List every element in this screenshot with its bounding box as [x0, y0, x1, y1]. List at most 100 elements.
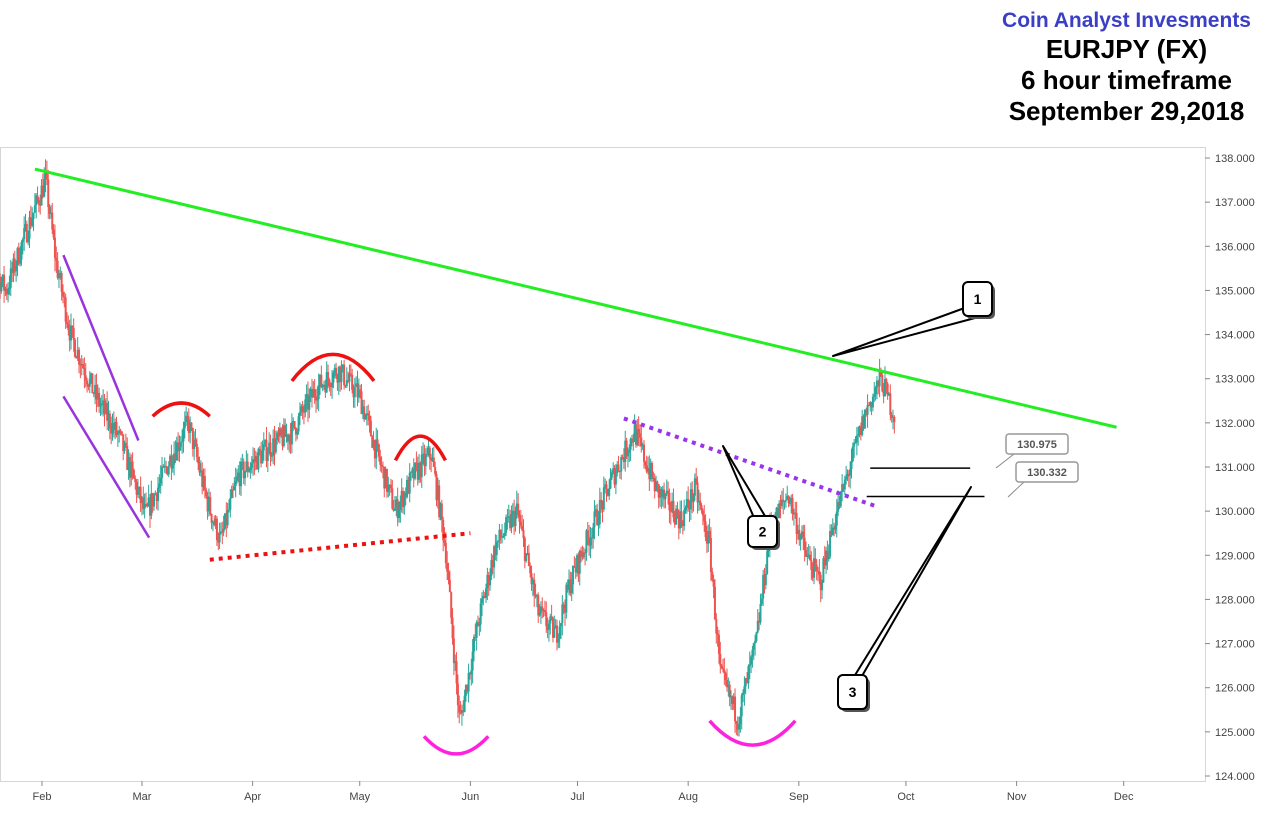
candle-body	[389, 484, 392, 489]
candle-body	[140, 497, 143, 504]
candle	[100, 395, 103, 415]
candle-body	[637, 429, 640, 434]
candle	[83, 357, 86, 389]
candle	[543, 600, 546, 616]
candle	[68, 319, 71, 352]
candle	[539, 601, 542, 624]
candle-body	[314, 396, 317, 401]
candle	[11, 261, 14, 282]
price-tag-label: 130.332	[1027, 467, 1067, 479]
candle-body	[517, 503, 520, 516]
candle	[221, 521, 224, 545]
candle	[553, 615, 556, 639]
callout-number: 1	[974, 291, 982, 307]
candle-body	[240, 461, 243, 487]
candle-body	[843, 479, 846, 490]
candle-body	[207, 497, 210, 512]
candle-body	[501, 536, 504, 538]
candle-body	[804, 549, 807, 557]
candle	[167, 461, 170, 478]
candle	[629, 437, 632, 461]
candle	[242, 458, 245, 485]
candle-body	[282, 425, 285, 446]
candle-body	[102, 400, 105, 404]
candle	[613, 465, 616, 488]
candle	[236, 468, 239, 484]
candle-body	[577, 555, 580, 574]
candle-body	[418, 462, 421, 480]
candle	[527, 544, 530, 567]
candle	[173, 441, 176, 476]
candle	[119, 428, 122, 436]
candle	[712, 574, 715, 599]
candle-body	[582, 552, 585, 557]
candle	[584, 548, 587, 566]
candle-body	[407, 479, 410, 494]
candle-body	[211, 521, 214, 523]
candle-body	[622, 458, 625, 463]
candle-body	[834, 525, 837, 530]
candle	[481, 592, 484, 617]
candle	[554, 618, 557, 629]
candle-body	[260, 451, 263, 464]
candle-body	[181, 441, 184, 443]
candle	[31, 207, 34, 228]
candle-body	[252, 459, 255, 464]
candle-body	[589, 537, 592, 546]
candle-body	[51, 212, 54, 230]
candle-body	[348, 373, 351, 382]
candle	[427, 438, 430, 457]
candle	[363, 399, 366, 422]
candle	[588, 525, 591, 556]
candle	[37, 197, 40, 213]
candle	[28, 210, 31, 248]
candle	[444, 531, 447, 569]
candle	[272, 429, 275, 465]
candle	[111, 413, 114, 441]
candle-body	[505, 517, 508, 533]
candle	[668, 488, 671, 524]
candle-body	[286, 434, 289, 442]
candle	[638, 424, 641, 447]
candle	[345, 367, 348, 388]
candle	[194, 428, 197, 447]
candle	[592, 523, 595, 549]
candle	[685, 491, 688, 514]
candle	[4, 286, 7, 297]
candle-body	[383, 467, 386, 489]
candle-body	[474, 636, 477, 638]
candle-body	[633, 424, 636, 442]
candle	[656, 480, 659, 493]
candle-body	[175, 442, 178, 461]
candle	[161, 457, 164, 486]
candle	[108, 410, 111, 440]
candle-body	[191, 428, 194, 450]
candle-body	[638, 433, 641, 438]
candle-body	[189, 422, 192, 433]
candle-body	[715, 619, 718, 634]
candle	[586, 522, 589, 546]
candle	[379, 449, 382, 472]
candle-body	[723, 669, 726, 674]
callout-1: 1	[832, 281, 995, 357]
candle	[858, 425, 861, 438]
candle-body	[351, 374, 354, 390]
candle-body	[748, 664, 751, 667]
candle-body	[712, 579, 715, 587]
candle	[96, 384, 99, 408]
candle-body	[296, 431, 299, 435]
candle	[495, 534, 498, 562]
candle	[44, 159, 47, 193]
candle-body	[0, 282, 3, 292]
pair-title: EURJPY (FX)	[1045, 34, 1208, 64]
candle-body	[332, 372, 335, 383]
candle	[703, 504, 706, 532]
candle	[738, 716, 741, 737]
candle	[787, 495, 790, 508]
candle	[98, 387, 101, 413]
candle	[547, 619, 550, 642]
candle	[657, 484, 660, 509]
candle-body	[590, 537, 593, 539]
candle	[131, 452, 134, 480]
candle-body	[150, 493, 153, 516]
